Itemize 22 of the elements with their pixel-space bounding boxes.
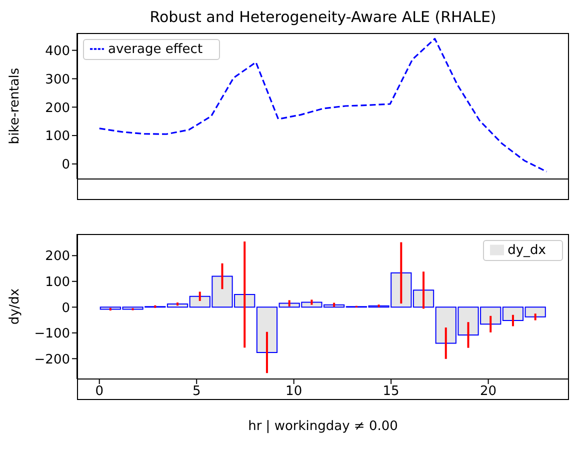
- y-tick-label: 100: [45, 129, 70, 144]
- y-tick-label: −200: [34, 352, 70, 368]
- y-tick-label: 0: [62, 300, 70, 316]
- y-tick-label: 100: [45, 275, 70, 290]
- x-axis-title: hr | workingday ≠ 0.00: [248, 419, 398, 434]
- y-tick-label: 0: [62, 158, 70, 173]
- chart-title: Robust and Heterogeneity-Aware ALE (RHALE): [148, 8, 498, 26]
- x-tick-label: 5: [192, 384, 201, 400]
- y-tick-label: 300: [45, 72, 70, 88]
- x-tick-label: 0: [95, 384, 104, 400]
- x-tick-label: 15: [382, 384, 400, 400]
- y-tick-label: 200: [45, 100, 70, 116]
- legend-label: dy_dx: [508, 243, 546, 258]
- x-tick-label: 20: [480, 384, 497, 400]
- y-tick-label: 400: [45, 44, 70, 59]
- y-axis-title: bike-rentals: [8, 68, 23, 144]
- x-tick-label: 10: [286, 384, 302, 400]
- legend-label: average effect: [108, 42, 203, 57]
- line-series: [98, 38, 548, 172]
- y-tick-label: −100: [34, 326, 70, 342]
- y-axis-title: dy/dx: [8, 288, 23, 325]
- y-tick-label: 200: [45, 249, 70, 264]
